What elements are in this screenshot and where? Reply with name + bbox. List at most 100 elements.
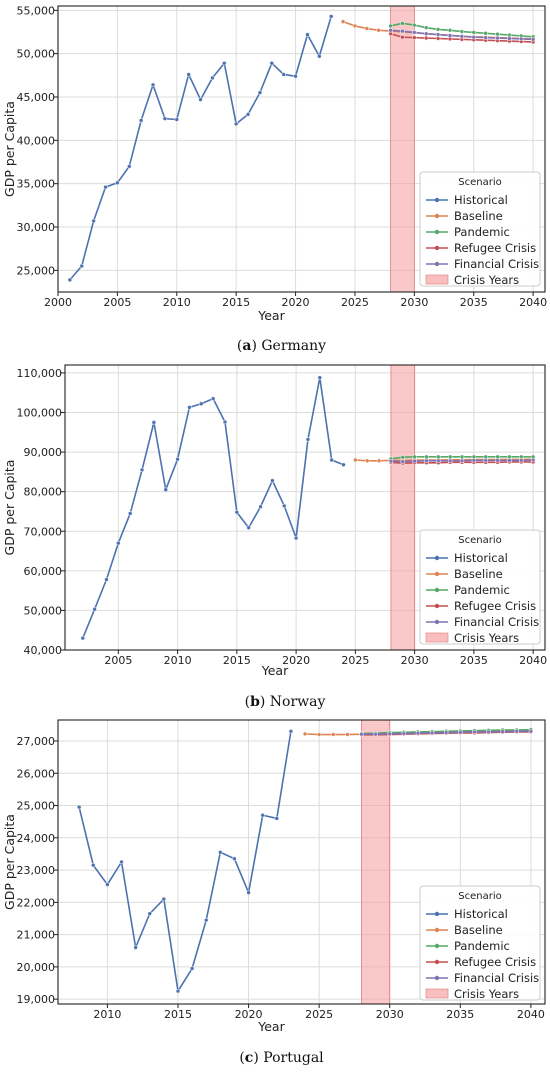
legend-item: Financial Crisis — [426, 971, 539, 985]
plot-frame — [57, 5, 546, 293]
y-tick-label: 45,000 — [17, 91, 56, 104]
data-point — [495, 35, 500, 41]
y-axis-title: GDP per Capita — [2, 814, 17, 910]
legend-item: Baseline — [426, 923, 503, 937]
x-tick-label: 2015 — [222, 296, 250, 309]
data-point — [340, 19, 346, 24]
legend: Scenario Historical Baseline Pandemic Refuge… — [419, 885, 541, 1001]
data-point — [203, 917, 209, 923]
data-point — [199, 401, 204, 407]
chart-panel-a: 2000 2005 2010 2015 2020 2025 2030 2035 2040 25,0… — [2, 4, 547, 354]
legend-label: Financial Crisis — [454, 257, 539, 271]
plot-frame — [57, 719, 546, 1005]
legend-swatch-marker — [434, 911, 440, 917]
data-point — [67, 277, 73, 283]
data-point — [471, 30, 476, 35]
y-tick-label: 50,000 — [17, 48, 56, 61]
data-point — [329, 457, 334, 463]
legend-label: Baseline — [454, 567, 503, 581]
data-point — [127, 511, 133, 516]
data-point — [352, 23, 358, 29]
data-point — [424, 458, 429, 464]
panel-caption: (b) Norway — [245, 694, 326, 710]
caption-paren-close: ) — [253, 1050, 263, 1066]
legend-swatch-marker — [434, 555, 440, 561]
data-point — [233, 121, 239, 127]
x-tick-label: 2005 — [104, 654, 132, 667]
x-tick-label: 2020 — [235, 1008, 263, 1021]
data-point — [530, 37, 536, 42]
data-point — [305, 32, 310, 37]
legend-swatch-marker — [434, 927, 440, 933]
data-point — [364, 26, 370, 31]
data-point — [187, 405, 192, 410]
data-point — [495, 458, 500, 463]
data-point — [175, 456, 180, 462]
y-tick-label: 21,000 — [17, 929, 56, 942]
y-tick-label: 27,000 — [17, 735, 56, 748]
data-point — [316, 732, 322, 737]
caption-text: Germany — [261, 338, 326, 354]
legend-label: Historical — [454, 193, 508, 207]
legend-label: Pandemic — [454, 225, 510, 239]
data-point — [232, 856, 237, 862]
data-point — [91, 218, 96, 224]
data-point — [341, 462, 346, 467]
data-point — [260, 812, 265, 818]
legend-title: Scenario — [458, 891, 501, 902]
data-point — [483, 31, 488, 36]
x-tick-label: 2035 — [460, 654, 488, 667]
y-tick-label: 55,000 — [17, 4, 56, 17]
data-point — [345, 732, 350, 737]
caption-letter: a — [242, 338, 251, 354]
y-tick-label: 25,000 — [17, 264, 56, 277]
crisis-years-band — [390, 5, 415, 293]
data-point — [412, 458, 417, 464]
legend-label: Pandemic — [454, 939, 510, 953]
data-point — [459, 34, 465, 39]
data-point — [174, 117, 180, 122]
y-tick-label: 25,000 — [17, 800, 56, 813]
series-financial-crisis — [388, 457, 536, 464]
x-tick-label: 2035 — [460, 296, 488, 309]
data-point — [293, 73, 298, 79]
legend-label: Historical — [454, 907, 508, 921]
legend-item: Pandemic — [426, 583, 510, 597]
legend: Scenario Historical Baseline Pandemic Refuge… — [419, 529, 541, 645]
data-point — [483, 458, 488, 463]
data-point — [147, 911, 153, 916]
data-point — [186, 72, 191, 77]
data-point — [328, 14, 334, 19]
legend-swatch-marker — [434, 619, 440, 625]
x-tick-label: 2010 — [164, 654, 192, 667]
data-point — [423, 35, 429, 41]
data-point — [376, 28, 381, 33]
data-point — [359, 731, 364, 737]
legend-item: Crisis Years — [425, 631, 519, 645]
data-point — [175, 988, 181, 994]
data-point — [151, 420, 157, 425]
y-tick-label: 22,000 — [17, 896, 56, 909]
series-line — [82, 377, 344, 639]
x-tick-label: 2035 — [446, 1008, 474, 1021]
data-point — [138, 118, 144, 123]
series-historical — [67, 14, 334, 283]
data-point — [274, 816, 280, 821]
data-point — [245, 112, 251, 117]
data-point — [436, 454, 441, 460]
data-point — [507, 36, 512, 41]
data-point — [436, 458, 441, 464]
legend-swatch-marker — [434, 261, 440, 267]
legend-swatch-band — [425, 274, 449, 285]
x-tick-label: 2030 — [401, 654, 429, 667]
legend-swatch-marker — [434, 213, 440, 219]
data-point — [270, 478, 275, 483]
data-point — [530, 457, 536, 463]
panel-caption: (a) Germany — [237, 338, 326, 354]
caption-letter: c — [245, 1050, 254, 1066]
x-tick-label: 2015 — [223, 654, 251, 667]
crisis-years-band — [390, 364, 416, 651]
legend-item: Historical — [426, 193, 508, 207]
x-tick-label: 2005 — [103, 296, 131, 309]
